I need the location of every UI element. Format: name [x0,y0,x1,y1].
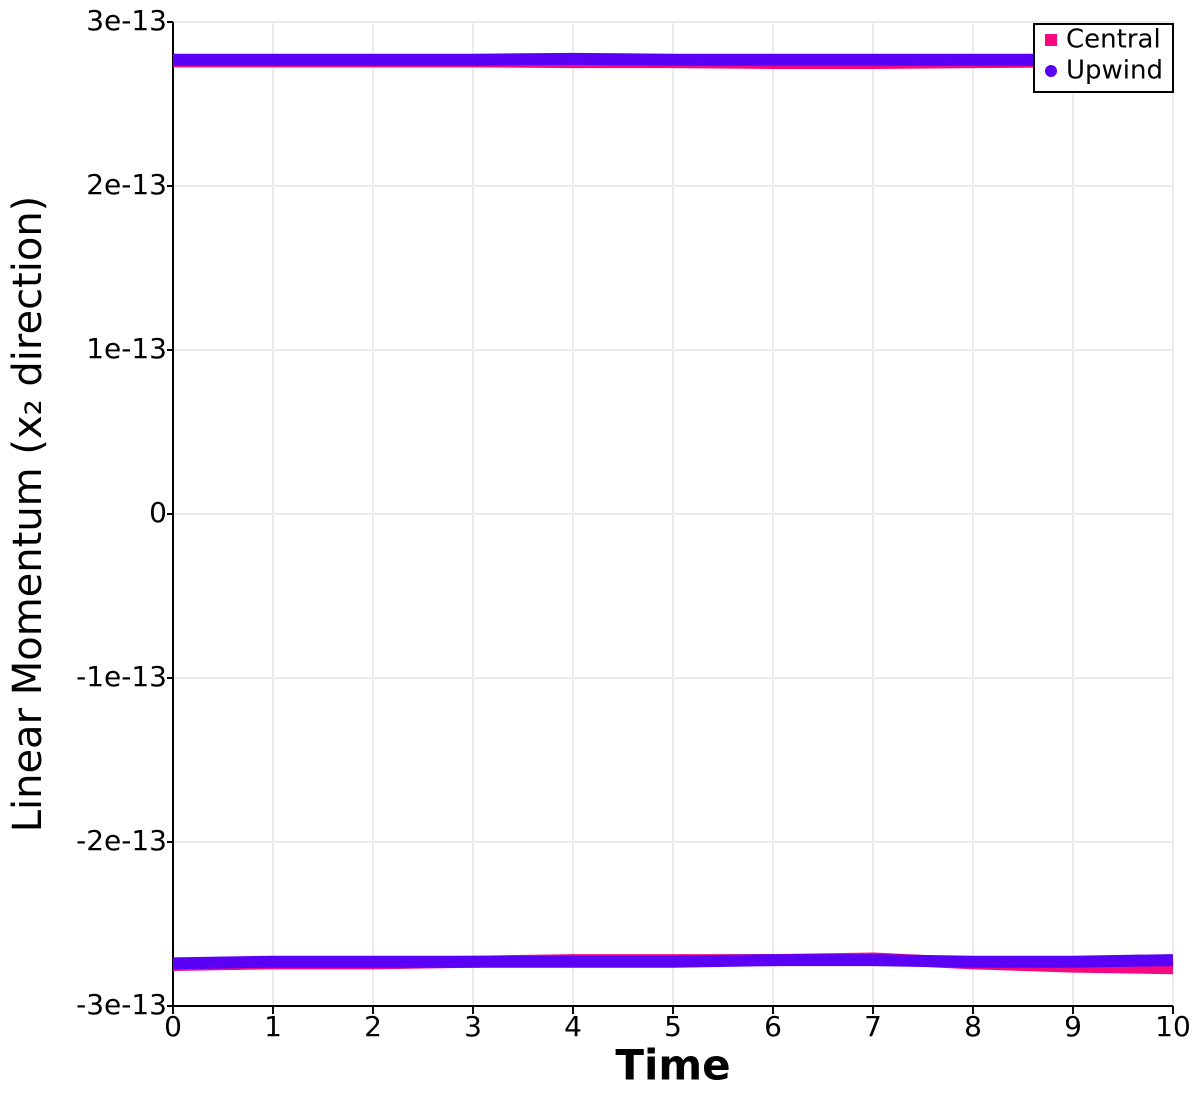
x-tick-label: 4 [564,1010,582,1043]
y-tick-label: -2e-13 [76,824,167,857]
x-tick-label: 7 [864,1010,882,1043]
x-axis-label: Time [615,1041,730,1090]
x-tick-label: 8 [964,1010,982,1043]
x-tick-label: 9 [1064,1010,1082,1043]
legend-label: Upwind [1066,56,1163,86]
y-tick-label: 1e-13 [86,332,167,365]
y-tick-label: 3e-13 [86,4,167,37]
x-tick-label: 6 [764,1010,782,1043]
y-tick-label: 0 [149,496,167,529]
y-tick-label: 2e-13 [86,168,167,201]
legend-marker [1045,34,1057,46]
x-tick-label: 1 [264,1010,282,1043]
y-tick-label: -3e-13 [76,988,167,1021]
y-axis-label: Linear Momentum (x₂ direction) [5,196,51,833]
legend-box [1033,23,1174,93]
x-tick-label: 2 [364,1010,382,1043]
x-tick-label: 3 [464,1010,482,1043]
x-tick-label: 5 [664,1010,682,1043]
y-tick-label: -1e-13 [76,660,167,693]
legend-marker [1045,65,1057,77]
x-tick-label: 0 [164,1010,182,1043]
legend-label: Central [1066,25,1161,55]
x-tick-label: 10 [1155,1010,1191,1043]
data-line [172,52,1174,970]
